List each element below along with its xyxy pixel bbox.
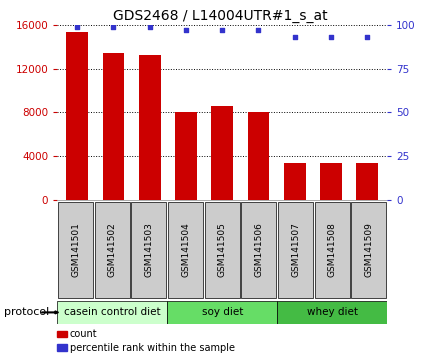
Bar: [66, 33, 88, 200]
Bar: [211, 106, 233, 200]
Point: [327, 34, 334, 40]
Bar: [356, 163, 378, 200]
Bar: [175, 113, 197, 200]
Bar: [139, 56, 161, 200]
Point: [291, 34, 298, 40]
Text: count: count: [70, 329, 97, 339]
Point: [183, 27, 190, 33]
Bar: [167, 301, 277, 324]
Bar: [95, 202, 130, 298]
Point: [146, 24, 153, 29]
Bar: [320, 163, 342, 200]
Text: GSM141509: GSM141509: [364, 222, 374, 277]
Bar: [277, 301, 387, 324]
Bar: [168, 202, 203, 298]
Text: GSM141502: GSM141502: [108, 222, 117, 277]
Text: GSM141503: GSM141503: [144, 222, 154, 277]
Text: GSM141504: GSM141504: [181, 222, 190, 277]
Bar: [315, 202, 350, 298]
Bar: [284, 163, 306, 200]
Point: [364, 34, 371, 40]
Text: GSM141508: GSM141508: [328, 222, 337, 277]
Bar: [58, 202, 93, 298]
Bar: [351, 202, 386, 298]
Text: whey diet: whey diet: [307, 307, 358, 318]
Text: GSM141501: GSM141501: [71, 222, 80, 277]
Bar: [103, 53, 124, 200]
Point: [110, 24, 117, 29]
Text: GDS2468 / L14004UTR#1_s_at: GDS2468 / L14004UTR#1_s_at: [113, 9, 327, 23]
Bar: [57, 301, 167, 324]
Text: GSM141506: GSM141506: [254, 222, 264, 277]
Text: casein control diet: casein control diet: [64, 307, 161, 318]
Text: soy diet: soy diet: [202, 307, 243, 318]
Bar: [278, 202, 313, 298]
Bar: [241, 202, 276, 298]
Text: GSM141507: GSM141507: [291, 222, 300, 277]
Text: GSM141505: GSM141505: [218, 222, 227, 277]
Bar: [205, 202, 240, 298]
Text: percentile rank within the sample: percentile rank within the sample: [70, 343, 235, 353]
Text: protocol: protocol: [4, 307, 50, 318]
Bar: [248, 112, 269, 200]
Bar: [131, 202, 166, 298]
Point: [255, 27, 262, 33]
Point: [73, 24, 81, 29]
Point: [219, 27, 226, 33]
